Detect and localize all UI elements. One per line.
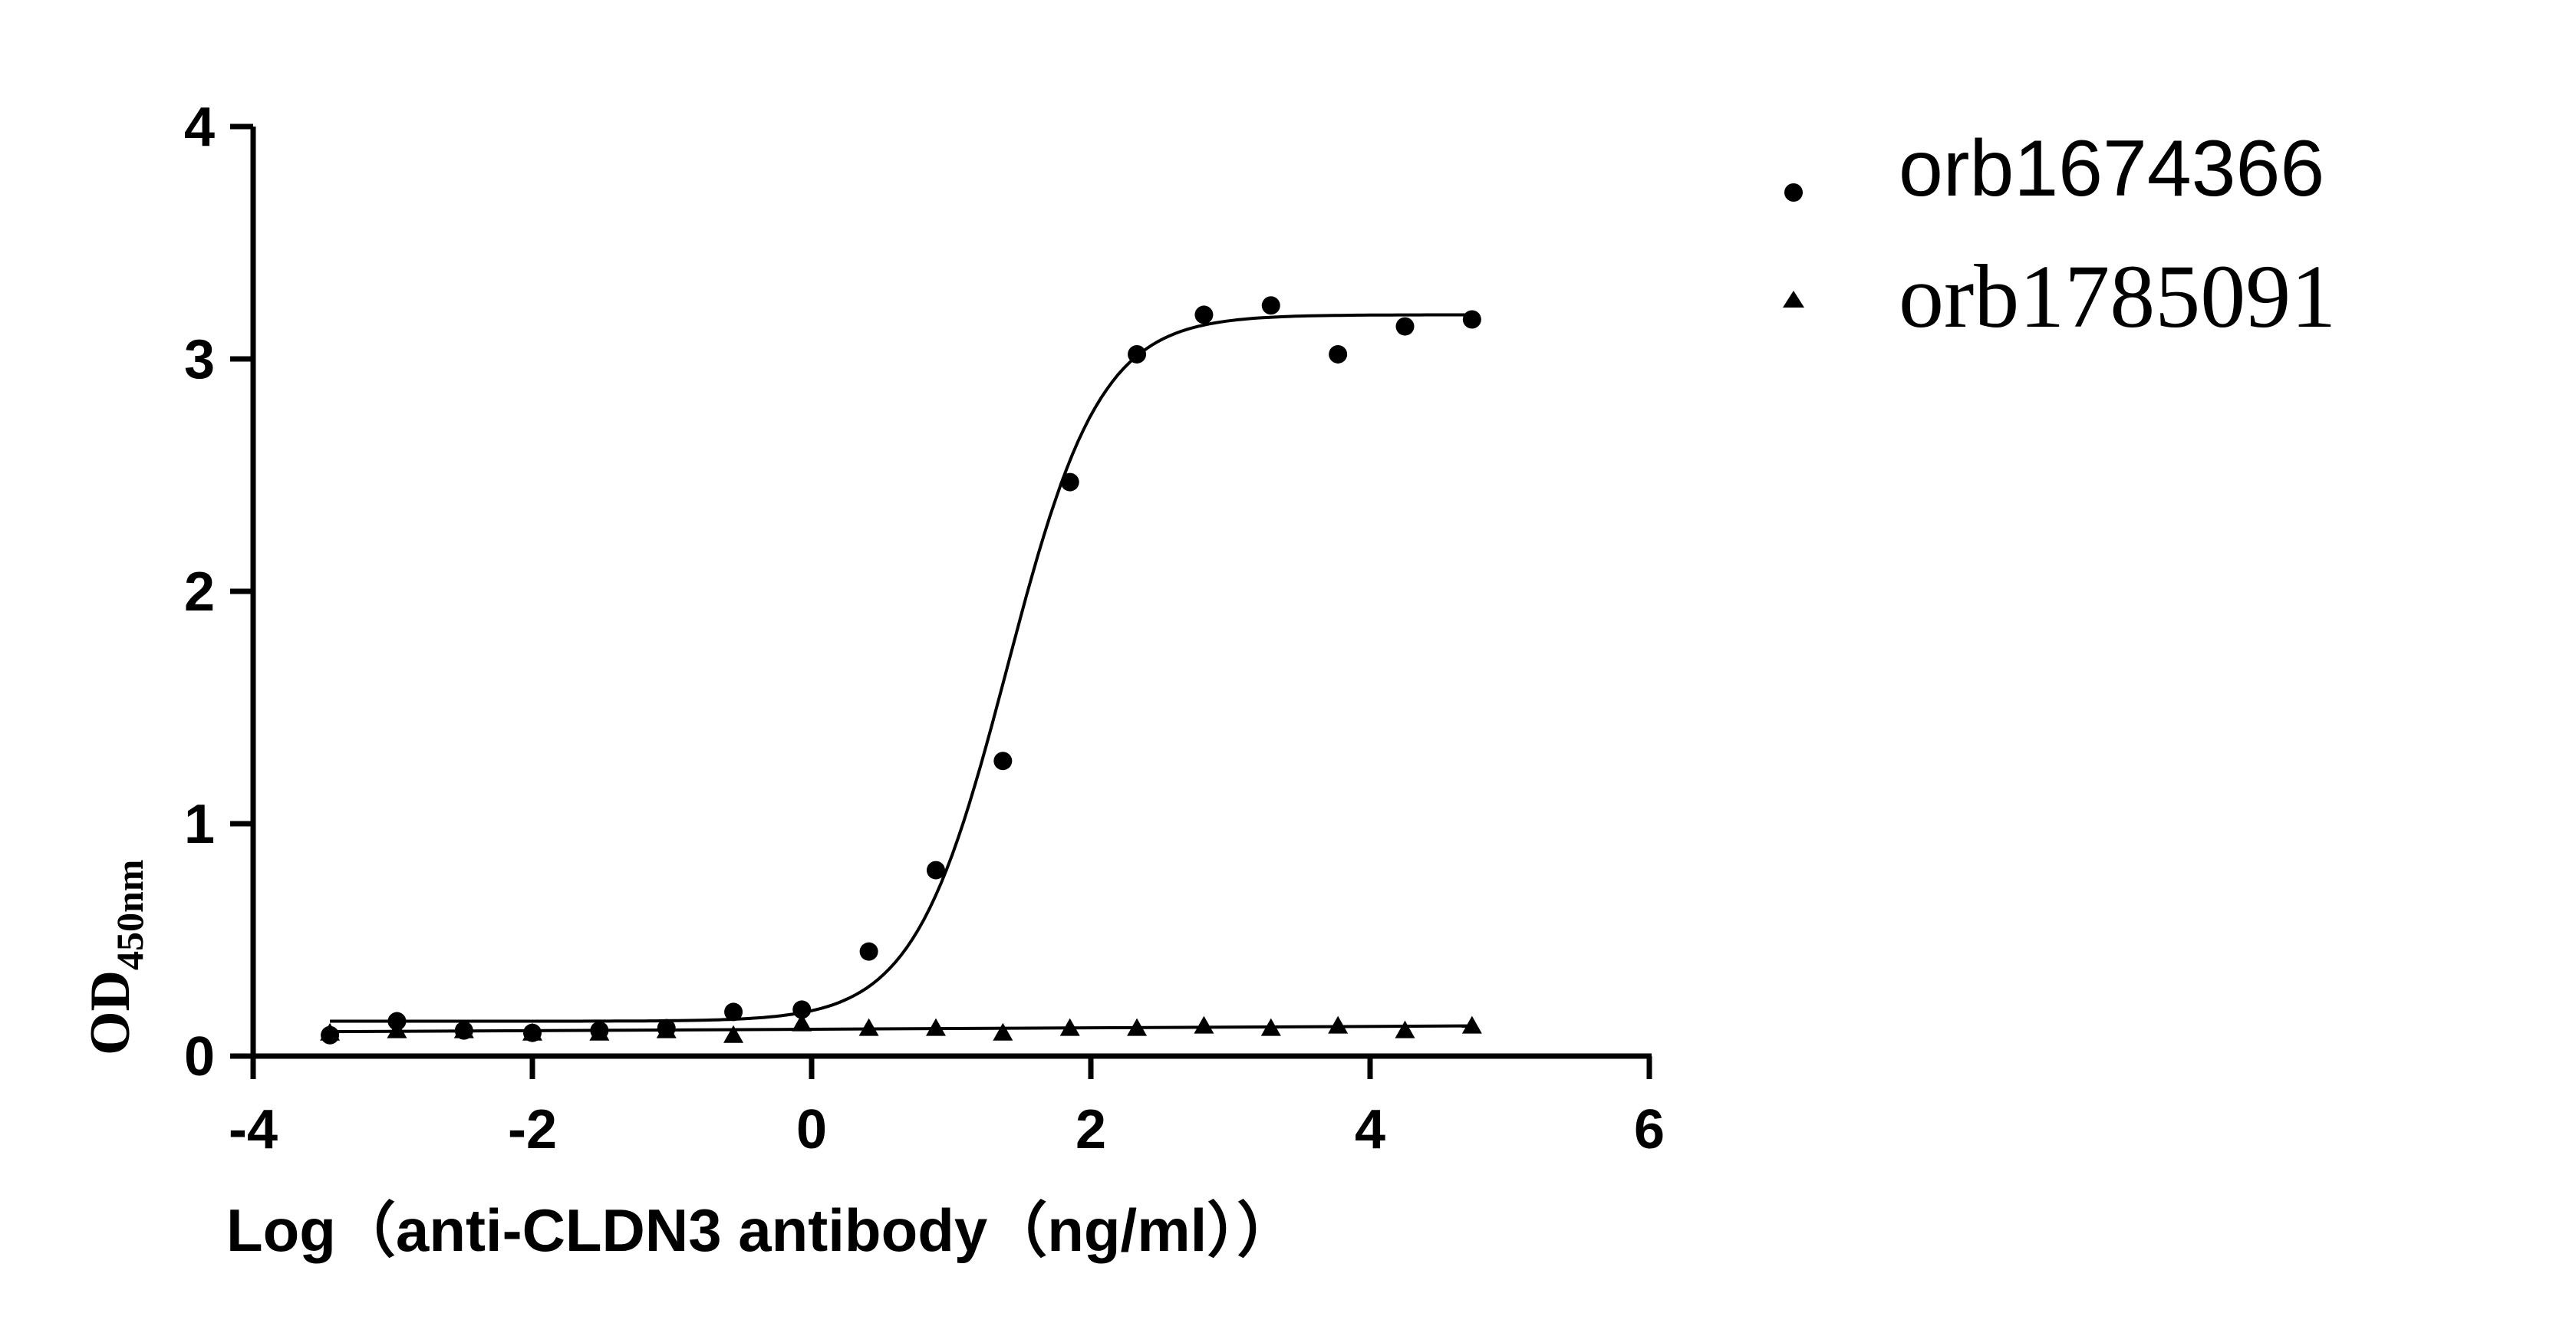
y-axis-label: OD450nm xyxy=(79,860,151,1055)
y-tick-label: 1 xyxy=(184,794,215,855)
data-point-orb1785091 xyxy=(1194,1015,1214,1034)
data-point-orb1674366 xyxy=(1194,305,1214,324)
data-point-orb1674366 xyxy=(724,1002,743,1022)
x-axis-ticks: -4 -2 0 2 4 6 xyxy=(229,1056,1665,1160)
data-point-orb1674366 xyxy=(993,752,1013,771)
data-point-orb1785091 xyxy=(792,1013,812,1032)
data-point-orb1674366 xyxy=(387,1012,407,1031)
data-point-orb1674366 xyxy=(1462,310,1481,329)
data-point-orb1674366 xyxy=(523,1023,542,1042)
data-point-orb1674366 xyxy=(1128,344,1147,364)
x-tick-label: -4 xyxy=(229,1099,278,1160)
axes xyxy=(250,127,1652,1059)
x-axis-label: Log（anti-CLDN3 antibody（ng/ml）） xyxy=(226,1196,1296,1264)
data-point-orb1785091 xyxy=(858,1018,879,1036)
fit-curve-orb1674366 xyxy=(330,313,1472,1023)
data-point-orb1785091 xyxy=(993,1022,1013,1041)
data-point-orb1674366 xyxy=(1329,344,1348,364)
x-tick-label: -2 xyxy=(508,1099,557,1160)
data-point-orb1785091 xyxy=(1461,1015,1482,1034)
y-axis-label-subscript: 450nm xyxy=(108,860,151,970)
data-point-orb1674366 xyxy=(590,1021,609,1040)
data-points xyxy=(320,296,1482,1045)
legend-label-orb1674366: orb1674366 xyxy=(1899,124,2324,213)
data-point-orb1785091 xyxy=(1127,1018,1148,1036)
y-tick-label: 2 xyxy=(184,561,215,623)
legend-marker-orb1674366 xyxy=(1784,183,1803,202)
legend-marker-orb1785091 xyxy=(1783,291,1804,308)
x-tick-label: 6 xyxy=(1634,1099,1665,1160)
data-point-orb1674366 xyxy=(454,1021,473,1040)
data-point-orb1674366 xyxy=(1261,296,1280,315)
data-point-orb1785091 xyxy=(1260,1018,1281,1036)
legend: orb1674366 orb1785091 xyxy=(1783,124,2336,347)
data-point-orb1674366 xyxy=(926,861,945,880)
fit-curves xyxy=(330,313,1472,1034)
data-point-orb1785091 xyxy=(1059,1018,1080,1036)
data-point-orb1674366 xyxy=(792,1000,812,1019)
data-point-orb1785091 xyxy=(723,1025,744,1043)
data-point-orb1674366 xyxy=(1395,317,1415,336)
data-point-orb1674366 xyxy=(657,1019,676,1038)
y-tick-label: 0 xyxy=(184,1026,215,1088)
data-point-orb1674366 xyxy=(1060,472,1079,492)
data-point-orb1674366 xyxy=(321,1025,340,1045)
data-point-orb1785091 xyxy=(1328,1015,1349,1034)
x-tick-label: 4 xyxy=(1355,1099,1385,1160)
data-point-orb1785091 xyxy=(925,1018,946,1036)
x-tick-label: 2 xyxy=(1076,1099,1106,1160)
y-axis-ticks: 0 1 2 3 4 xyxy=(184,97,253,1088)
fit-curve-orb1785091 xyxy=(330,1024,1472,1034)
y-tick-label: 4 xyxy=(184,97,215,158)
x-tick-label: 0 xyxy=(796,1099,827,1160)
y-tick-label: 3 xyxy=(184,329,215,390)
data-point-orb1785091 xyxy=(1395,1020,1415,1038)
data-point-orb1674366 xyxy=(859,942,878,961)
legend-label-orb1785091: orb1785091 xyxy=(1899,246,2336,347)
y-axis-label-main: OD xyxy=(79,970,142,1055)
